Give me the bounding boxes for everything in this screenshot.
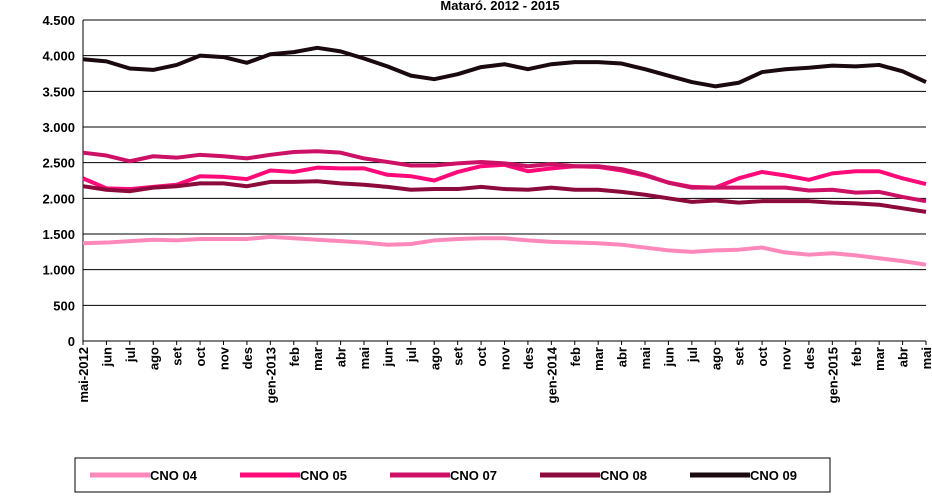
y-tick-label: 2.000 xyxy=(42,191,75,206)
x-tick-label: mai xyxy=(638,347,653,369)
x-tick-label: jun xyxy=(99,347,114,368)
x-tick-label: mai-2012 xyxy=(76,347,91,403)
y-tick-label: 1.500 xyxy=(42,227,75,242)
x-tick-label: mar xyxy=(310,347,325,371)
x-tick-label: set xyxy=(732,346,747,365)
x-tick-label: nov xyxy=(217,346,232,370)
y-tick-label: 4.500 xyxy=(42,13,75,28)
x-tick-label: feb xyxy=(287,347,302,367)
x-tick-label: abr xyxy=(334,347,349,367)
x-tick-label: mar xyxy=(591,347,606,371)
series-line xyxy=(82,149,927,204)
legend-label: CNO 07 xyxy=(450,468,497,483)
x-tick-label: gen-2014 xyxy=(544,346,559,403)
x-tick-label: des xyxy=(802,347,817,369)
x-tick-label: feb xyxy=(849,347,864,367)
y-tick-label: 3.500 xyxy=(42,84,75,99)
chart-title: Mataró. 2012 - 2015 xyxy=(440,0,559,13)
x-tick-label: nov xyxy=(779,346,794,370)
x-tick-label: oct xyxy=(474,346,489,366)
series-line xyxy=(82,234,927,267)
x-tick-label: jul xyxy=(404,347,419,363)
x-tick-label: abr xyxy=(615,347,630,367)
x-tick-label: jul xyxy=(685,347,700,363)
x-tick-label: nov xyxy=(498,346,513,370)
y-tick-label: 500 xyxy=(53,298,75,313)
x-tick-label: gen-2015 xyxy=(825,347,840,403)
y-tick-label: 1.000 xyxy=(42,263,75,278)
x-tick-label: ago xyxy=(146,347,161,370)
x-tick-label: set xyxy=(451,346,466,365)
y-tick-label: 3.000 xyxy=(42,120,75,135)
x-tick-label: des xyxy=(521,347,536,369)
legend-label: CNO 04 xyxy=(150,468,198,483)
legend-label: CNO 05 xyxy=(300,468,347,483)
series-line xyxy=(82,45,927,89)
x-tick-label: set xyxy=(170,346,185,365)
y-tick-label: 2.500 xyxy=(42,156,75,171)
x-tick-label: gen-2013 xyxy=(263,347,278,403)
series-line xyxy=(82,162,927,192)
y-tick-label: 4.000 xyxy=(42,49,75,64)
x-tick-label: feb xyxy=(568,347,583,367)
x-tick-label: mai xyxy=(919,347,932,369)
legend-label: CNO 09 xyxy=(750,468,797,483)
x-tick-label: mai xyxy=(357,347,372,369)
x-tick-label: ago xyxy=(708,347,723,370)
x-tick-label: jul xyxy=(123,347,138,363)
series-line xyxy=(82,179,927,214)
legend-label: CNO 08 xyxy=(600,468,647,483)
x-tick-label: ago xyxy=(427,347,442,370)
y-tick-label: 0 xyxy=(68,334,75,349)
x-tick-label: oct xyxy=(193,346,208,366)
x-tick-label: jun xyxy=(661,347,676,368)
x-tick-label: oct xyxy=(755,346,770,366)
x-tick-label: mar xyxy=(872,347,887,371)
x-tick-label: jun xyxy=(380,347,395,368)
x-tick-label: des xyxy=(240,347,255,369)
x-tick-label: abr xyxy=(896,347,911,367)
